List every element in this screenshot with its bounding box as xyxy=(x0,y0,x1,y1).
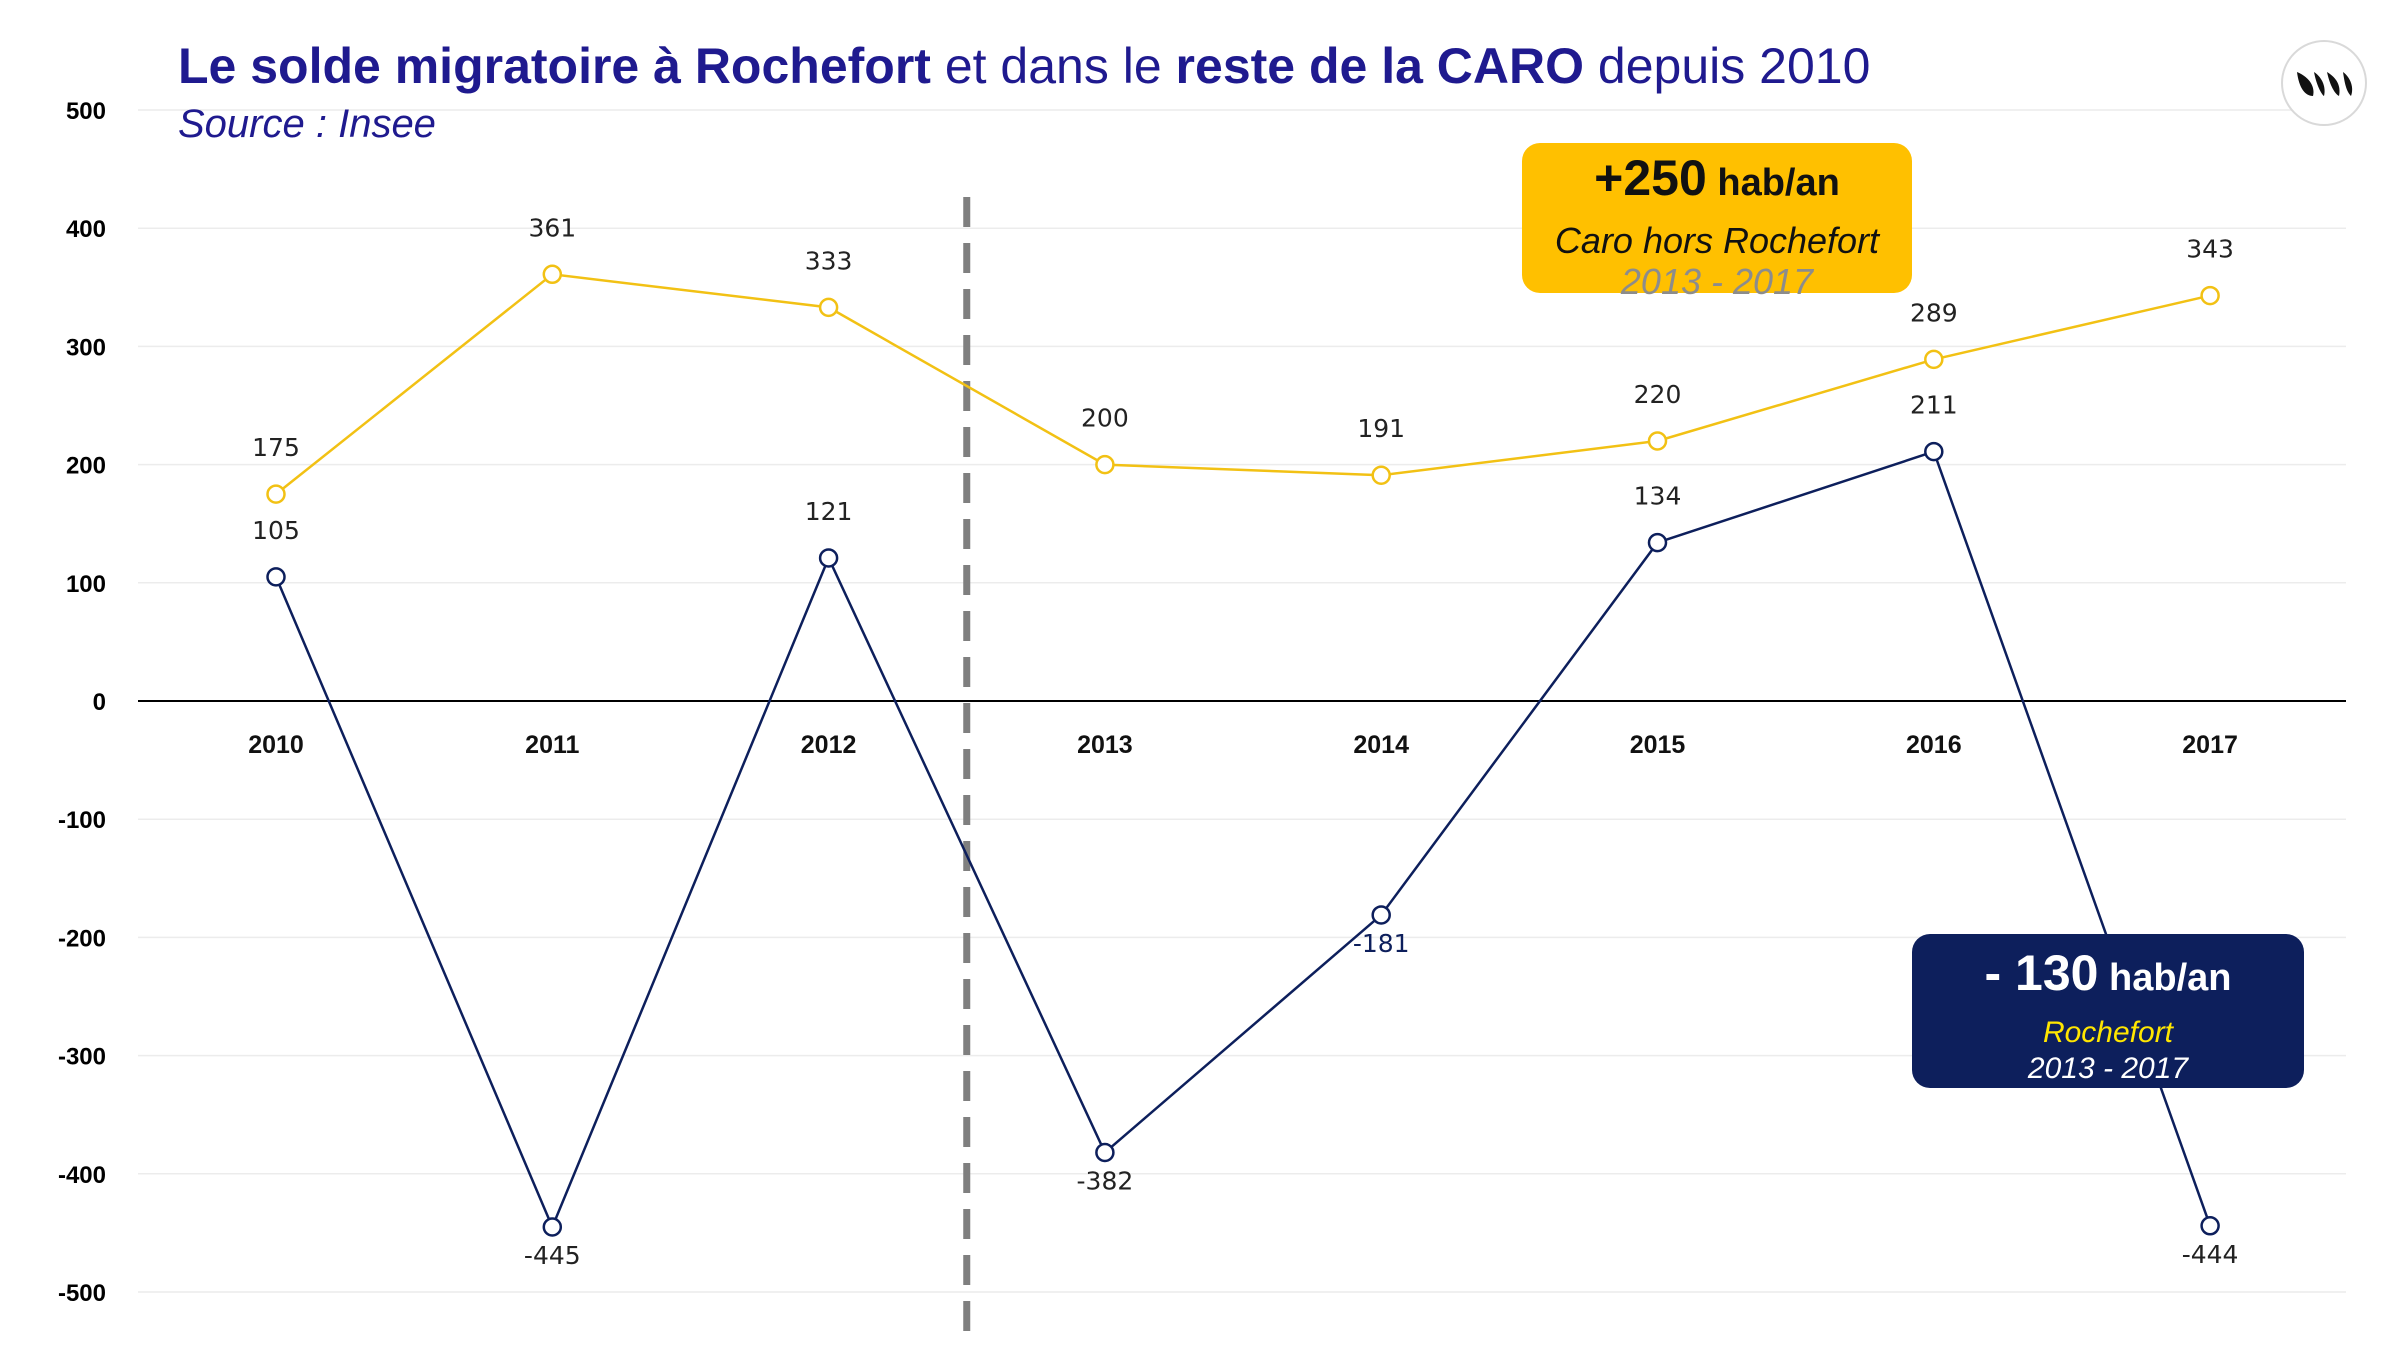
series-point-1 xyxy=(1647,532,1668,553)
y-tick-label: 0 xyxy=(93,689,106,716)
label-layer: 175 361 333 200 191 220 289 343 105 -445 121 -382 -1… xyxy=(252,213,2238,1270)
x-tick-label: 2013 xyxy=(1077,731,1133,759)
rochefort-callout-label: Rochefort xyxy=(2042,1016,2174,1049)
x-tick-label: 2010 xyxy=(248,731,304,759)
data-label-1: -444 xyxy=(2182,1240,2239,1269)
caro-value-unit: hab/an xyxy=(1706,162,1840,204)
x-tick-label: 2016 xyxy=(1906,731,1962,759)
caro-value-number: +250 xyxy=(1594,150,1707,206)
three-leaf-logo-icon xyxy=(2281,40,2367,126)
y-tick-label: 500 xyxy=(66,98,106,125)
data-label-0: 175 xyxy=(252,433,300,462)
series-layer xyxy=(266,264,2220,1237)
grid-layer xyxy=(138,109,2346,1293)
caro-average-value: +250 hab/an xyxy=(1522,149,1912,220)
y-tick-label: 200 xyxy=(66,453,106,480)
caro-callout-period: 2013 - 2017 xyxy=(1620,261,1814,302)
series-point-0 xyxy=(818,297,839,318)
data-label-0: 200 xyxy=(1081,404,1129,433)
data-label-0: 220 xyxy=(1634,380,1682,409)
y-tick-label: -400 xyxy=(58,1162,106,1189)
chart-title: Le solde migratoire à Rochefort et dans … xyxy=(178,34,1870,98)
series-point-1 xyxy=(1924,441,1944,462)
rochefort-average-callout: - 130 hab/an Rochefort 2013 - 2017 xyxy=(1912,934,2304,1088)
y-tick-label: 100 xyxy=(66,571,106,598)
series-point-0 xyxy=(1371,465,1391,485)
series-line-1 xyxy=(274,450,2212,1231)
rochefort-value-unit: hab/an xyxy=(2098,957,2232,999)
y-tick-label: 400 xyxy=(66,216,106,243)
series-point-0 xyxy=(1647,431,1668,451)
chart-subtitle: Source : Insee xyxy=(178,102,436,146)
title-part-4: depuis 2010 xyxy=(1584,38,1871,94)
series-point-1 xyxy=(2200,1216,2220,1236)
caro-average-callout: +250 hab/an Caro hors Rochefort 2013 - 2… xyxy=(1522,143,1912,302)
data-label-1: -445 xyxy=(524,1241,581,1270)
data-label-1: 211 xyxy=(1910,391,1958,420)
series-point-1 xyxy=(1095,1142,1115,1163)
rochefort-average-value: - 130 hab/an xyxy=(1912,944,2304,1015)
series-point-0 xyxy=(1924,349,1944,370)
series-point-1 xyxy=(266,567,286,587)
x-tick-label: 2017 xyxy=(2182,731,2238,759)
series-point-1 xyxy=(542,1217,563,1237)
data-label-0: 333 xyxy=(805,246,853,275)
rochefort-value-number: - 130 xyxy=(1984,945,2099,1001)
x-tick-label: 2012 xyxy=(801,731,857,759)
title-part-3: reste de la CARO xyxy=(1175,38,1585,94)
data-label-1: -382 xyxy=(1077,1167,1134,1196)
data-label-0: 191 xyxy=(1357,414,1405,443)
y-tick-label: -100 xyxy=(58,807,106,834)
series-point-0 xyxy=(266,484,286,504)
x-tick-label: 2014 xyxy=(1353,731,1409,759)
axis-layer: 500 400 300 200 100 0 -100 -200 -300 -400 -500 2010… xyxy=(58,98,2346,1307)
data-label-0: 361 xyxy=(528,213,576,242)
data-label-1: -181 xyxy=(1353,929,1410,958)
caro-callout-label: Caro hors Rochefort xyxy=(1554,220,1880,261)
title-part-2: et dans le xyxy=(930,38,1176,94)
series-point-0 xyxy=(2200,285,2220,306)
data-label-1: 105 xyxy=(252,516,300,545)
data-label-1: 134 xyxy=(1634,482,1682,511)
y-tick-label: -300 xyxy=(58,1044,106,1071)
data-label-0: 343 xyxy=(2186,235,2234,264)
y-tick-label: -200 xyxy=(58,925,106,952)
series-point-0 xyxy=(1095,454,1115,475)
x-tick-label: 2011 xyxy=(525,731,579,759)
series-line-0 xyxy=(275,272,2211,496)
data-label-1: 121 xyxy=(805,497,853,526)
y-tick-label: -500 xyxy=(58,1280,106,1307)
title-part-1: Le solde migratoire à Rochefort xyxy=(178,38,931,94)
title-block: Le solde migratoire à Rochefort et dans … xyxy=(178,34,1870,150)
data-label-0: 289 xyxy=(1910,298,1958,327)
series-point-1 xyxy=(1371,905,1391,925)
x-tick-label: 2015 xyxy=(1630,731,1686,759)
y-tick-label: 300 xyxy=(66,334,106,361)
rochefort-callout-period: 2013 - 2017 xyxy=(2027,1052,2189,1085)
series-point-0 xyxy=(542,264,563,285)
series-point-1 xyxy=(818,548,839,568)
